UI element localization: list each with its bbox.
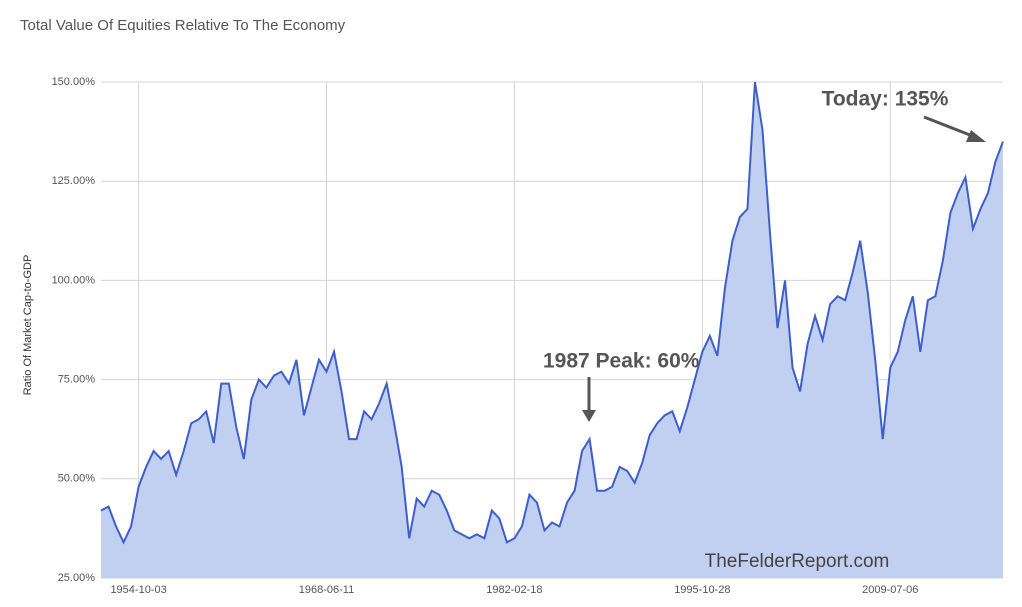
y-axis-label: Ratio Of Market Cap-to-GDP (22, 255, 34, 396)
x-tick-label: 1995-10-28 (674, 584, 730, 596)
x-tick-label: 1968-06-11 (299, 584, 354, 596)
y-tick-label: 150.00% (52, 76, 96, 88)
x-tick-label: 2009-07-06 (862, 584, 918, 596)
annotation-arrowhead (966, 130, 986, 142)
annotation-arrow (923, 115, 976, 139)
y-tick-label: 125.00% (52, 175, 96, 187)
plot-area: 25.00% 50.00% 75.00% 100.00% 125.00% 150.00% 1… (52, 76, 1004, 596)
y-tick-label: 100.00% (52, 274, 96, 286)
chart-title: Total Value Of Equities Relative To The … (20, 17, 346, 34)
annotation: 1987 Peak: 60% (543, 350, 700, 373)
annotation: Today: 135% (822, 88, 949, 111)
y-tick-label: 75.00% (58, 374, 96, 386)
y-tick-label: 25.00% (58, 572, 96, 584)
y-tick-label: 50.00% (58, 473, 96, 485)
x-tick-label: 1982-02-18 (486, 584, 542, 596)
area (101, 82, 1003, 578)
watermark: TheFelderReport.com (705, 551, 890, 572)
annotation-arrowhead (582, 410, 596, 422)
line (100, 81, 1004, 545)
x-tick-label: 1954-10-03 (110, 584, 166, 596)
